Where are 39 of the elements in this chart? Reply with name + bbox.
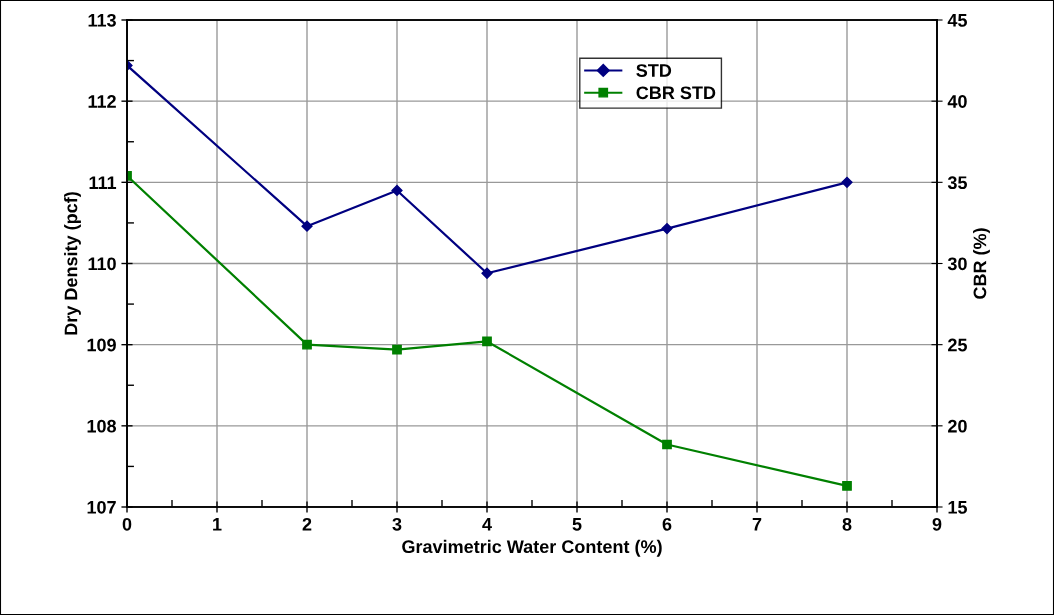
point (301, 220, 313, 232)
point (662, 439, 672, 450)
y2-tick-label: 30 (947, 257, 967, 271)
x-tick-label: 9 (932, 517, 942, 531)
x-tick-label: 2 (302, 517, 312, 531)
y-tick-label: 110 (88, 257, 116, 271)
x-tick-label: 5 (572, 518, 582, 531)
point (481, 267, 493, 279)
x-tick-label: 0 (122, 517, 132, 531)
point (482, 336, 492, 347)
point (661, 222, 673, 235)
legend-label: STD (636, 64, 672, 77)
x-axis-title: Gravimetric Water Content (%) (402, 539, 662, 557)
y2-tick-label: 45 (947, 14, 967, 27)
x-tick-label: 1 (213, 518, 222, 531)
point (392, 344, 402, 355)
y-tick-label: 109 (87, 338, 116, 352)
x-tick-label: 8 (842, 517, 852, 531)
point (302, 339, 312, 350)
y2-tick-label: 25 (948, 338, 967, 352)
x-tick-label: 3 (392, 517, 402, 531)
y-tick-label: 112 (88, 95, 116, 108)
legend-label: CBR STD (636, 86, 716, 100)
y-tick-label: 107 (87, 500, 116, 514)
x-tick-label: 4 (482, 518, 492, 531)
y2-tick-label: 15 (948, 501, 967, 514)
y-tick-label: 108 (87, 419, 117, 433)
point (841, 176, 853, 188)
y-tick-label: 111 (89, 176, 117, 189)
point (391, 184, 403, 197)
x-tick-label: 7 (752, 518, 762, 531)
y2-tick-label: 40 (947, 95, 967, 108)
y2-tick-label: 20 (948, 419, 967, 433)
y-tick-label: 113 (88, 13, 116, 27)
y2-tick-label: 35 (947, 176, 967, 190)
y-axis-title: Dry Density (pcf) (64, 192, 81, 335)
point (842, 481, 852, 491)
x-tick-label: 6 (662, 517, 672, 531)
y2-axis-title: CBR (%) (973, 228, 990, 299)
